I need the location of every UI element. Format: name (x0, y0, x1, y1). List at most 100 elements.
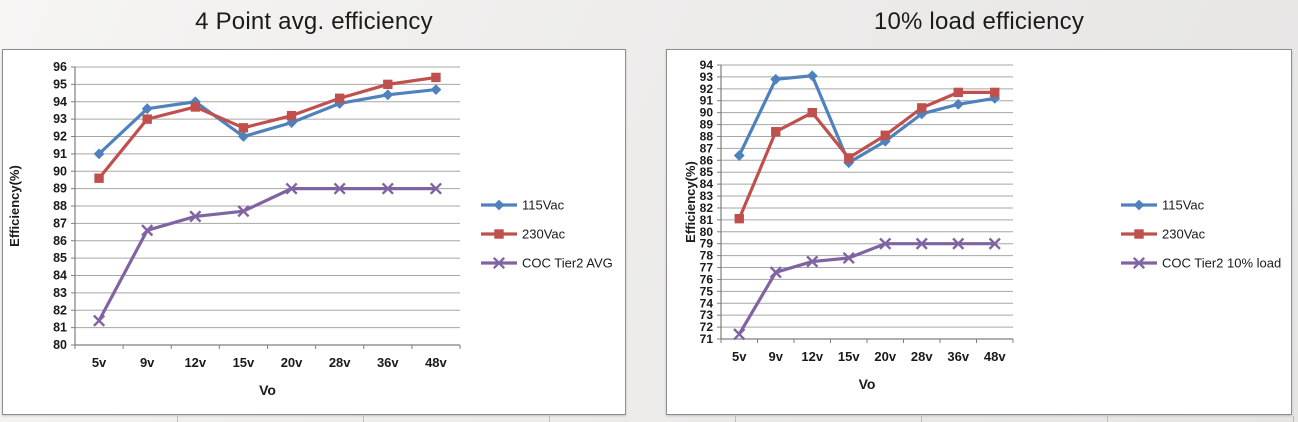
legend-marker (1134, 229, 1144, 239)
data-point-marker (771, 127, 781, 137)
data-point-marker (190, 102, 201, 112)
data-point-marker (93, 314, 106, 327)
y-tick-label: 90 (700, 106, 714, 120)
data-point-marker (189, 210, 202, 223)
data-point-marker (989, 92, 1001, 104)
data-point-marker (733, 328, 746, 341)
chart-title-4point-avg: 4 Point avg. efficiency (195, 8, 433, 35)
chart-title-10pct-load: 10% load efficiency (873, 8, 1085, 35)
data-point-marker (93, 148, 105, 160)
x-tick-label: 12v (184, 355, 206, 370)
series-230vac (94, 72, 441, 183)
x-tick-label: 28v (329, 355, 351, 370)
y-tick-label: 83 (700, 189, 714, 203)
series-coc-tier2-avg (93, 182, 442, 327)
gridlines (717, 64, 1013, 340)
data-point-marker (806, 255, 819, 268)
gridlines (71, 66, 460, 346)
data-point-marker (879, 237, 892, 250)
y-tick-label: 86 (700, 153, 714, 167)
y-tick-label: 88 (53, 199, 67, 213)
x-axis-tick-labels: 5v 9v 12v 15v 20v 28v 36v 48v (732, 349, 1006, 364)
y-tick-label: 75 (700, 284, 714, 298)
x-tick-label: 5v (92, 355, 107, 370)
data-point-marker (806, 70, 818, 82)
legend-marker (1132, 256, 1146, 270)
y-tick-label: 80 (700, 225, 714, 239)
legend-entry: 230Vac (481, 227, 566, 242)
y-tick-label: 81 (53, 321, 67, 335)
y-tick-label: 88 (700, 129, 714, 143)
data-point-marker (915, 237, 928, 250)
data-point-marker (916, 108, 928, 120)
legend-label: 115Vac (522, 198, 565, 213)
y-tick-label: 79 (700, 237, 714, 251)
data-point-marker (237, 205, 250, 218)
series-230vac (734, 87, 1000, 224)
y-tick-label: 72 (700, 320, 714, 334)
data-point-marker (807, 107, 817, 118)
chart-10pct-load-efficiency: 71 72 73 74 75 76 77 78 79 80 81 82 83 84 85 86 87 88 89 90… (666, 49, 1292, 415)
data-point-marker (333, 182, 346, 195)
legend-entry: COC Tier2 10% load (1121, 256, 1281, 271)
y-tick-label: 96 (53, 60, 67, 74)
data-point-marker (334, 98, 346, 109)
x-tick-label: 15v (838, 349, 860, 364)
y-tick-label: 93 (53, 112, 67, 126)
data-point-marker (733, 150, 745, 161)
y-tick-label: 86 (53, 234, 67, 248)
legend-marker (1133, 199, 1145, 211)
data-point-marker (734, 213, 744, 224)
legend-entry: 115Vac (1121, 198, 1205, 213)
y-tick-label: 94 (700, 58, 714, 72)
series-line (737, 90, 997, 221)
data-point-marker (988, 237, 1001, 250)
data-point-marker (844, 153, 854, 163)
data-point-marker (285, 182, 298, 195)
data-point-marker (880, 130, 890, 140)
series-115vac (93, 84, 442, 160)
y-tick-label: 94 (53, 95, 67, 109)
data-point-marker (953, 87, 963, 98)
series-coc-tier2-10-load (733, 237, 1001, 341)
x-tick-label: 28v (911, 349, 933, 364)
data-point-marker (141, 103, 153, 115)
spreadsheet-column-ticks (0, 416, 1298, 422)
series-115vac (733, 70, 1001, 169)
legend-entry: 230Vac (1121, 227, 1206, 242)
y-tick-label: 89 (53, 182, 67, 196)
data-point-marker (286, 110, 297, 121)
series-line (97, 87, 438, 156)
y-tick-label: 91 (700, 94, 714, 108)
y-tick-label: 73 (700, 308, 714, 322)
legend-label: 115Vac (1162, 198, 1205, 213)
y-tick-label: 93 (700, 70, 714, 84)
x-tick-label: 5v (732, 349, 747, 364)
x-tick-label: 20v (874, 349, 896, 364)
y-tick-label: 74 (700, 296, 714, 310)
legend-entry: COC Tier2 AVG (481, 256, 613, 271)
data-point-marker (286, 117, 297, 128)
data-point-marker (238, 123, 249, 133)
x-axis-title: Vo (859, 376, 876, 392)
x-axis-tick-labels: 5v 9v 12v 15v 20v 28v 36v 48v (92, 355, 448, 370)
y-tick-label: 92 (700, 82, 714, 96)
legend-label: COC Tier2 10% load (1162, 256, 1281, 271)
x-axis-title: Vo (259, 382, 276, 398)
x-tick-label: 9v (769, 349, 784, 364)
data-point-marker (94, 173, 104, 183)
series-line (97, 75, 438, 180)
data-point-marker (952, 98, 964, 110)
y-tick-label: 85 (53, 251, 67, 265)
data-point-marker (382, 89, 394, 101)
data-point-marker (879, 135, 891, 147)
data-point-marker (843, 157, 855, 169)
x-tick-label: 36v (377, 355, 399, 370)
y-tick-label: 91 (53, 147, 67, 161)
legend-entry: 115Vac (481, 198, 565, 213)
y-tick-label: 82 (700, 201, 714, 215)
y-tick-label: 87 (53, 216, 67, 230)
y-tick-label: 84 (700, 177, 714, 191)
data-point-marker (141, 224, 154, 237)
legend-label: 230Vac (1162, 227, 1206, 242)
